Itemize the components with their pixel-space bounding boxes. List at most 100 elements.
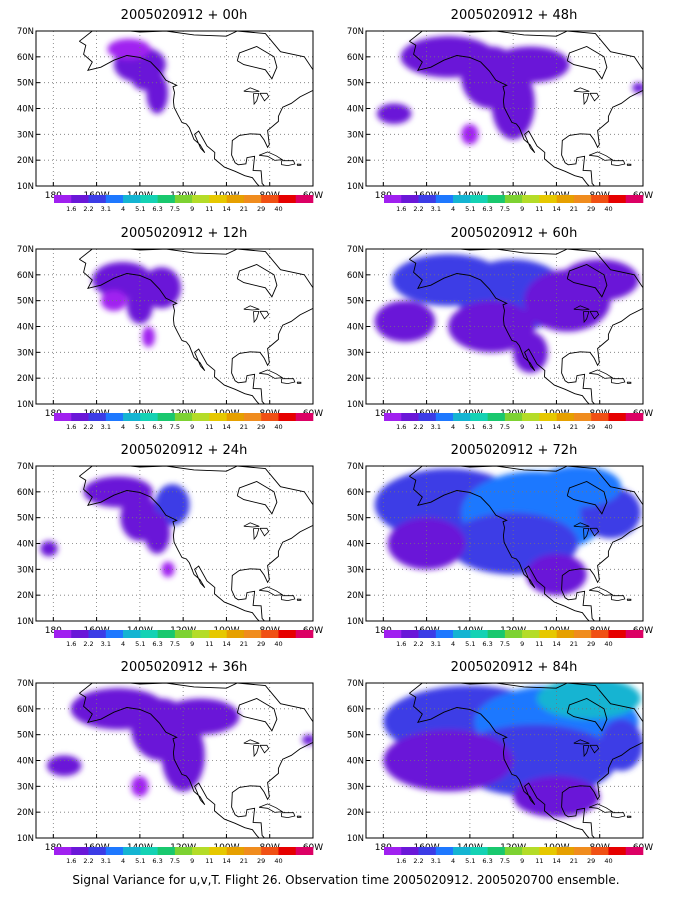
colorbar-label: 2.2 [83, 205, 93, 213]
y-tick-label: 40N [17, 105, 34, 115]
map-panel: 2005020912 + 00h 10N 20N 30N 40N 50N 60N 70N 180… [14, 8, 354, 224]
variance-contour [142, 326, 156, 348]
colorbar-label: 40 [274, 857, 282, 865]
colorbar-label: 7.5 [170, 640, 180, 648]
map-panel: 2005020912 + 72h 10N 20N 30N 40N 50N 60N 70N 180… [344, 443, 684, 659]
variance-map: 10N20N30N40N50N60N70N180160W140W120W100W… [17, 27, 323, 213]
colorbar-label: 14 [223, 205, 231, 213]
colorbar-label: 3.1 [431, 857, 441, 865]
colorbar-label: 21 [240, 640, 248, 648]
y-tick-label: 60N [347, 271, 364, 281]
y-tick-label: 10N [347, 400, 364, 410]
y-tick-label: 50N [17, 297, 34, 307]
y-tick-label: 20N [347, 808, 364, 818]
colorbar-label: 40 [604, 205, 612, 213]
colorbar-label: 11 [535, 857, 543, 865]
colorbar-label: 3.1 [431, 205, 441, 213]
colorbar-label: 2.2 [413, 423, 423, 431]
y-tick-label: 70N [17, 245, 34, 255]
y-tick-label: 50N [17, 79, 34, 89]
colorbar-label: 40 [604, 423, 612, 431]
y-tick-label: 70N [17, 679, 34, 689]
y-tick-label: 50N [17, 731, 34, 741]
map-panel: 2005020912 + 24h 10N 20N 30N 40N 50N 60N 70N 180… [14, 443, 354, 659]
variance-contour [155, 484, 190, 526]
variance-map: 10N20N30N40N50N60N70N180160W140W120W100W… [347, 462, 653, 648]
y-tick-label: 70N [17, 462, 34, 472]
y-tick-label: 60N [17, 705, 34, 715]
colorbar-label: 9 [190, 640, 194, 648]
variance-map: 10N20N30N40N50N60N70N180160W140W120W100W… [347, 27, 653, 213]
colorbar-label: 6.3 [482, 857, 492, 865]
panel-title: 2005020912 + 12h [120, 226, 248, 241]
colorbar-label: 3.1 [431, 640, 441, 648]
panel-title: 2005020912 + 00h [120, 8, 248, 23]
coastline [79, 683, 313, 838]
colorbar-label: 4 [451, 423, 455, 431]
colorbar-label: 1.6 [66, 205, 76, 213]
colorbar-label: 5.1 [465, 423, 475, 431]
y-tick-label: 20N [347, 374, 364, 384]
y-tick-label: 20N [17, 156, 34, 166]
panel-title: 2005020912 + 84h [450, 660, 578, 675]
colorbar-label: 2.2 [83, 423, 93, 431]
y-tick-label: 60N [347, 705, 364, 715]
colorbar-label: 29 [587, 857, 595, 865]
colorbar-label: 11 [535, 205, 543, 213]
colorbar-label: 6.3 [482, 423, 492, 431]
colorbar: 1.6 2.2 3.1 4 5.1 6.3 7.5 9 11 14 21 29 40 [384, 630, 644, 648]
colorbar-label: 29 [587, 423, 595, 431]
colorbar-label: 2.2 [413, 640, 423, 648]
colorbar-label: 6.3 [152, 423, 162, 431]
variance-contour [142, 267, 181, 309]
colorbar-label: 6.3 [152, 640, 162, 648]
colorbar-label: 2.2 [83, 857, 93, 865]
y-tick-label: 30N [347, 130, 364, 140]
y-tick-label: 70N [347, 679, 364, 689]
y-tick-label: 70N [347, 462, 364, 472]
colorbar-label: 5.1 [135, 857, 145, 865]
colorbar: 1.6 2.2 3.1 4 5.1 6.3 7.5 9 11 14 21 29 40 [384, 413, 644, 431]
colorbar: 1.6 2.2 3.1 4 5.1 6.3 7.5 9 11 14 21 29 40 [54, 413, 314, 431]
colorbar-label: 29 [587, 205, 595, 213]
colorbar-label: 29 [587, 640, 595, 648]
variance-contour [383, 729, 514, 792]
colorbar-label: 7.5 [500, 857, 510, 865]
y-tick-label: 40N [17, 757, 34, 767]
colorbar-label: 3.1 [101, 857, 111, 865]
colorbar-label: 4 [121, 423, 125, 431]
colorbar-label: 14 [223, 423, 231, 431]
colorbar-label: 14 [223, 640, 231, 648]
map-panel: 2005020912 + 84h 10N 20N 30N 40N 50N 60N 70N 180… [344, 660, 684, 876]
figure-caption: Signal Variance for u,v,T. Flight 26. Ob… [72, 873, 620, 887]
coastline [409, 249, 643, 404]
y-tick-label: 20N [17, 808, 34, 818]
colorbar: 1.6 2.2 3.1 4 5.1 6.3 7.5 9 11 14 21 29 40 [384, 195, 644, 213]
colorbar-label: 21 [240, 857, 248, 865]
variance-contour [461, 124, 479, 145]
colorbar-label: 4 [121, 857, 125, 865]
colorbar-label: 6.3 [152, 857, 162, 865]
y-tick-label: 20N [17, 591, 34, 601]
y-tick-label: 20N [17, 374, 34, 384]
x-tick-label: 180 [375, 409, 392, 419]
colorbar-label: 9 [190, 205, 194, 213]
x-tick-label: 180 [375, 191, 392, 201]
colorbar-label: 21 [570, 423, 578, 431]
panel-title: 2005020912 + 72h [450, 443, 578, 458]
colorbar-label: 5.1 [465, 205, 475, 213]
coastline [409, 683, 643, 838]
variance-map: 10N20N30N40N50N60N70N180160W140W120W100W… [347, 245, 653, 431]
y-tick-label: 70N [347, 27, 364, 37]
y-tick-label: 30N [17, 565, 34, 575]
variance-contour [40, 540, 58, 557]
colorbar-label: 11 [535, 423, 543, 431]
colorbar: 1.6 2.2 3.1 4 5.1 6.3 7.5 9 11 14 21 29 40 [54, 847, 314, 865]
variance-contour [144, 512, 171, 554]
colorbar-label: 1.6 [66, 423, 76, 431]
variance-map: 10N20N30N40N50N60N70N180160W140W120W100W… [347, 679, 653, 865]
colorbar-label: 5.1 [135, 423, 145, 431]
variance-contour [560, 259, 639, 301]
variance-contour [599, 719, 643, 771]
variance-map: 10N20N30N40N50N60N70N180160W140W120W100W… [17, 462, 323, 648]
